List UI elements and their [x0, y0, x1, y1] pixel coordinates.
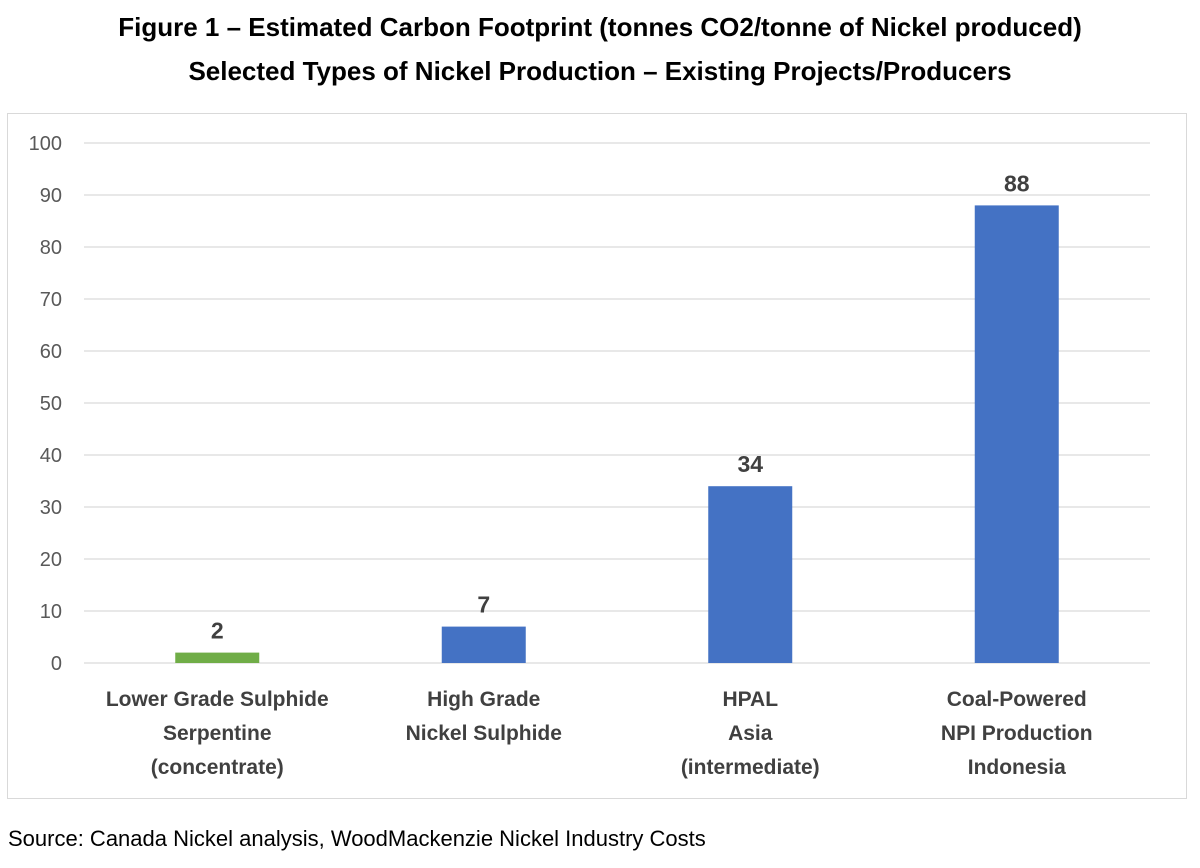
x-category-label-line: Serpentine [163, 722, 272, 745]
y-tick-label: 30 [40, 497, 62, 519]
x-category-label-1: Lower Grade Sulphide Serpentine (concentra… [106, 688, 329, 779]
bar-2 [441, 626, 526, 663]
x-axis-category-labels: Lower Grade Sulphide Serpentine (concentra… [106, 688, 1093, 779]
data-labels: 2 7 34 88 [211, 170, 1030, 643]
y-tick-label: 60 [40, 341, 62, 363]
data-label-4: 88 [1004, 170, 1030, 196]
y-tick-label: 10 [40, 601, 62, 623]
source-note: Source: Canada Nickel analysis, WoodMack… [8, 826, 706, 851]
x-category-label-line: Lower Grade Sulphide [106, 688, 329, 711]
chart-title-line-2: Selected Types of Nickel Production – Ex… [188, 56, 1012, 86]
x-category-label-line: Asia [728, 722, 773, 745]
y-tick-label: 70 [40, 289, 62, 311]
data-label-3: 34 [737, 451, 763, 477]
bars [175, 205, 1059, 663]
x-category-label-2: High Grade Nickel Sulphide [406, 688, 562, 745]
x-category-label-4: Coal-Powered NPI Production Indonesia [941, 688, 1093, 779]
bar-3 [708, 486, 793, 663]
gridlines [84, 142, 1150, 664]
y-tick-label: 20 [40, 549, 62, 571]
chart-title-line-1: Figure 1 – Estimated Carbon Footprint (t… [118, 12, 1082, 42]
data-label-2: 7 [477, 592, 490, 618]
x-category-label-line: NPI Production [941, 722, 1093, 745]
x-category-label-line: (intermediate) [681, 756, 820, 779]
x-category-label-line: High Grade [427, 688, 540, 711]
y-tick-label: 0 [51, 653, 62, 675]
y-axis-tick-labels: 0 10 20 30 40 50 60 70 80 90 100 [29, 133, 62, 675]
y-tick-label: 80 [40, 237, 62, 259]
bar-1 [175, 652, 260, 663]
x-category-label-3: HPAL Asia (intermediate) [681, 688, 820, 779]
y-tick-label: 90 [40, 185, 62, 207]
y-tick-label: 50 [40, 393, 62, 415]
x-category-label-line: Indonesia [968, 756, 1066, 779]
x-category-label-line: Nickel Sulphide [406, 722, 562, 745]
bar-4 [974, 205, 1059, 663]
x-category-label-line: Coal-Powered [947, 688, 1087, 711]
y-tick-label: 100 [29, 133, 62, 155]
data-label-1: 2 [211, 618, 224, 644]
x-category-label-line: (concentrate) [151, 756, 284, 779]
x-category-label-line: HPAL [722, 688, 778, 711]
y-tick-label: 40 [40, 445, 62, 467]
